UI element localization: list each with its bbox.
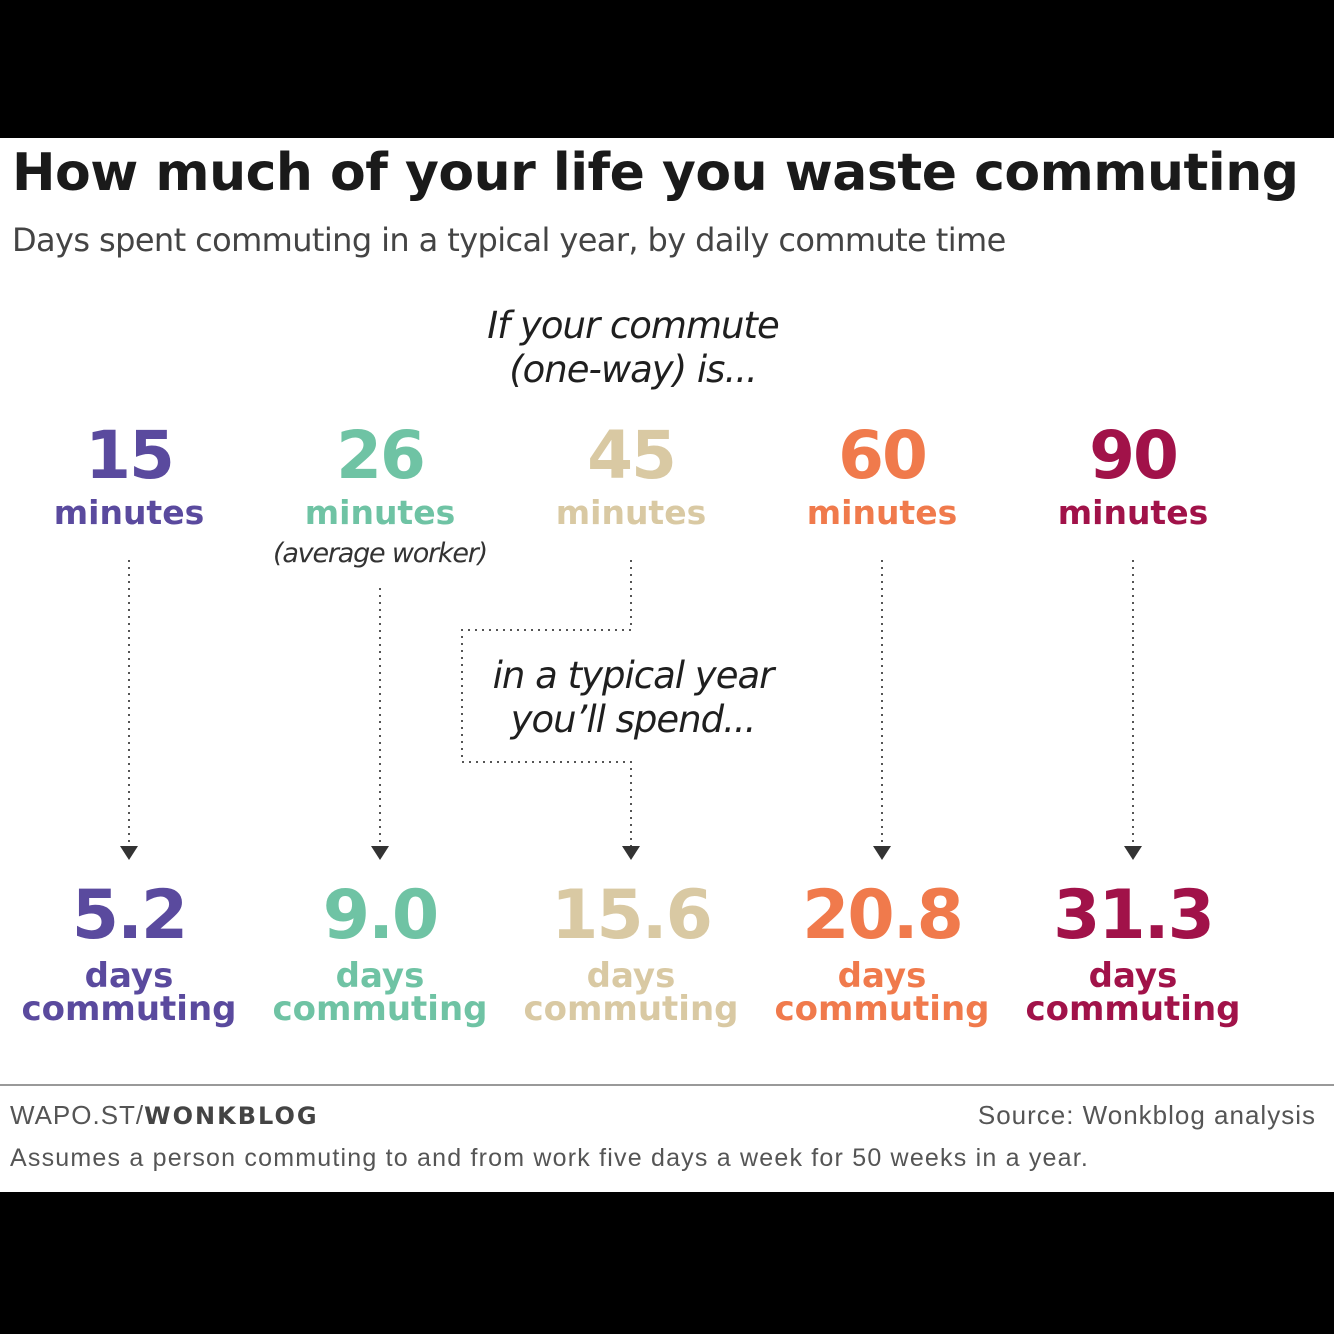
chart-title: How much of your life you waste commutin…	[12, 143, 1299, 203]
intro-answer: in a typical year you’ll spend...	[463, 654, 803, 742]
connector-arrows	[120, 560, 1142, 860]
minutes-value: 45	[587, 417, 677, 494]
footer-brand: WAPO.ST/WONKBLOG	[10, 1100, 319, 1131]
minutes-value: 60	[838, 417, 928, 494]
minutes-value: 26	[336, 417, 426, 494]
minutes-unit-label: minutes	[806, 493, 958, 532]
days-value: 9.0	[322, 876, 439, 955]
days-commuting-label: commuting	[272, 989, 488, 1029]
intro-question-line-1: If your commute	[487, 304, 779, 347]
intro-question: If your commute (one-way) is...	[433, 304, 833, 392]
days-value: 31.3	[1053, 876, 1215, 955]
footer-source: Source: Wonkblog analysis	[977, 1100, 1316, 1130]
footer-note: Assumes a person commuting to and from w…	[10, 1144, 1090, 1172]
days-unit-label: days	[335, 956, 425, 996]
days-commuting-label: commuting	[774, 989, 990, 1029]
intro-question-line-2: (one-way) is...	[509, 348, 758, 391]
minutes-unit-label: minutes	[555, 493, 707, 532]
average-worker-note: (average worker)	[272, 538, 488, 569]
arrow-head-icon	[1124, 846, 1142, 860]
days-unit-label: days	[84, 956, 174, 996]
chart-subtitle: Days spent commuting in a typical year, …	[12, 221, 1006, 259]
chart-card: How much of your life you waste commutin…	[0, 138, 1334, 1192]
bracket-connector	[461, 560, 632, 846]
arrow-head-icon	[120, 846, 138, 860]
days-unit-label: days	[586, 956, 676, 996]
intro-answer-line-1: in a typical year	[492, 654, 775, 697]
days-commuting-label: commuting	[21, 989, 237, 1029]
days-commuting-label: commuting	[523, 989, 739, 1029]
minutes-unit-label: minutes	[1057, 493, 1209, 532]
minutes-unit-label: minutes	[304, 493, 456, 532]
minutes-value: 90	[1089, 417, 1179, 494]
footer-brand-prefix: WAPO.ST/	[10, 1100, 145, 1130]
days-value: 5.2	[71, 876, 188, 955]
minutes-unit-label: minutes	[53, 493, 205, 532]
days-value: 15.6	[551, 876, 713, 955]
arrow-head-icon	[622, 846, 640, 860]
arrow-head-icon	[873, 846, 891, 860]
footer-divider	[0, 1084, 1334, 1086]
arrow-head-icon	[371, 846, 389, 860]
intro-answer-line-2: you’ll spend...	[510, 698, 757, 741]
days-unit-label: days	[837, 956, 927, 996]
days-commuting-label: commuting	[1025, 989, 1241, 1029]
days-value: 20.8	[802, 876, 964, 955]
days-unit-label: days	[1088, 956, 1178, 996]
footer-brand-name: WONKBLOG	[144, 1102, 319, 1130]
minutes-value: 15	[85, 417, 175, 494]
